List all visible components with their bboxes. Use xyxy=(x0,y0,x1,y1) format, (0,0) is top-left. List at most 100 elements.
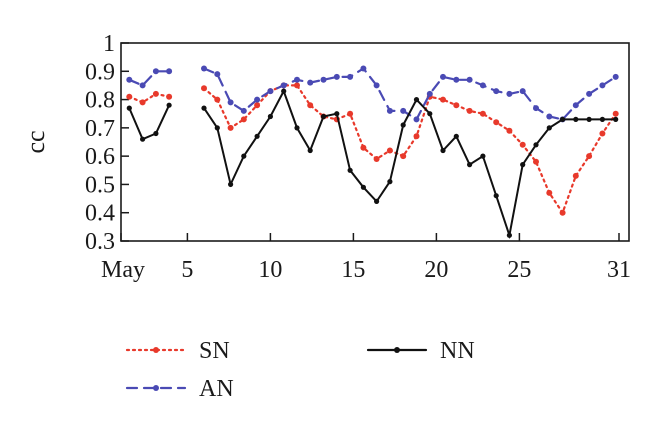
data-point xyxy=(267,113,273,120)
data-point xyxy=(400,122,406,128)
data-point xyxy=(453,76,460,83)
data-point xyxy=(139,99,146,106)
data-point xyxy=(140,136,146,142)
data-point xyxy=(467,162,473,168)
y-tick-label: 0.8 xyxy=(85,88,115,114)
data-point xyxy=(214,125,220,131)
data-point xyxy=(559,209,566,216)
data-point xyxy=(241,153,247,159)
data-point xyxy=(453,133,459,139)
data-point xyxy=(466,107,473,114)
data-point xyxy=(386,147,393,154)
x-tick-label: 31 xyxy=(607,257,631,283)
data-point xyxy=(413,97,420,103)
data-point xyxy=(294,76,300,83)
data-point xyxy=(347,110,354,117)
data-point xyxy=(533,105,539,112)
y-tick-label: 0.5 xyxy=(85,172,115,198)
data-point xyxy=(166,102,172,108)
data-point xyxy=(599,116,606,122)
series-line xyxy=(202,67,617,121)
data-point xyxy=(166,93,173,100)
data-point xyxy=(214,96,221,103)
data-point xyxy=(400,107,407,114)
data-point xyxy=(228,181,234,187)
data-point xyxy=(440,147,446,154)
data-point xyxy=(560,116,566,122)
data-point xyxy=(294,82,300,89)
legend-label: SN xyxy=(199,338,230,364)
legend-item-an: AN xyxy=(125,376,234,402)
data-point xyxy=(386,107,393,114)
data-point xyxy=(546,125,552,131)
data-point xyxy=(294,125,300,131)
axes: 0.30.4 0.50.60.70.8 0.91 May 5 10 15 20 25 31 cc xyxy=(21,31,631,283)
data-point xyxy=(546,113,553,120)
data-point xyxy=(227,99,234,106)
data-point xyxy=(493,119,500,126)
data-point xyxy=(506,127,513,134)
data-point xyxy=(572,172,579,179)
data-point xyxy=(493,193,499,199)
data-point xyxy=(139,82,146,89)
data-point xyxy=(440,73,446,80)
data-point xyxy=(440,96,446,103)
data-point xyxy=(307,102,314,109)
data-point xyxy=(201,105,207,111)
data-point xyxy=(413,133,420,140)
series-line xyxy=(202,84,617,216)
data-point xyxy=(426,90,433,97)
legend-item-sn: SN xyxy=(125,338,230,364)
data-point xyxy=(373,82,380,89)
data-point xyxy=(166,68,173,75)
x-tick-label: 25 xyxy=(507,257,531,283)
data-point xyxy=(480,153,486,159)
series-layer xyxy=(126,65,619,240)
data-point xyxy=(493,88,500,95)
data-point xyxy=(453,102,460,109)
data-point xyxy=(152,90,159,97)
x-tick-label: 20 xyxy=(424,257,448,283)
data-point xyxy=(374,198,380,204)
data-point xyxy=(126,93,133,100)
data-point xyxy=(519,88,526,95)
data-point xyxy=(519,141,526,148)
data-point xyxy=(533,142,539,148)
x-tick-label: May xyxy=(101,257,145,283)
data-point xyxy=(240,116,247,123)
data-point xyxy=(466,76,473,83)
y-tick-label: 0.4 xyxy=(85,201,115,227)
legend-marker xyxy=(153,385,159,391)
legend-label: NN xyxy=(440,338,475,364)
y-tick-label: 1 xyxy=(103,31,115,57)
data-point xyxy=(599,130,606,137)
data-point xyxy=(546,189,553,196)
data-point xyxy=(479,82,486,89)
data-point xyxy=(254,96,261,103)
data-point xyxy=(281,88,287,94)
data-point xyxy=(572,102,579,109)
data-point xyxy=(612,110,619,117)
y-tick-label: 0.6 xyxy=(85,144,115,170)
y-tick-label: 0.7 xyxy=(85,116,115,142)
x-tick-label: 10 xyxy=(258,257,282,283)
data-point xyxy=(533,158,539,165)
x-tick-label: 15 xyxy=(341,257,365,283)
data-point xyxy=(413,116,420,123)
legend-marker xyxy=(153,347,159,353)
data-point xyxy=(373,156,380,162)
data-point xyxy=(227,124,234,131)
data-point xyxy=(214,71,221,78)
series-line xyxy=(128,104,171,141)
data-point xyxy=(307,79,314,86)
series-line xyxy=(128,92,171,104)
series-nn xyxy=(126,88,619,240)
data-point xyxy=(360,144,367,151)
legend-item-nn: NN xyxy=(366,338,475,364)
data-point xyxy=(320,113,327,120)
data-point xyxy=(333,73,340,80)
data-point xyxy=(586,116,592,122)
data-point xyxy=(586,90,593,97)
y-axis-label: cc xyxy=(21,130,50,153)
data-point xyxy=(201,85,207,92)
